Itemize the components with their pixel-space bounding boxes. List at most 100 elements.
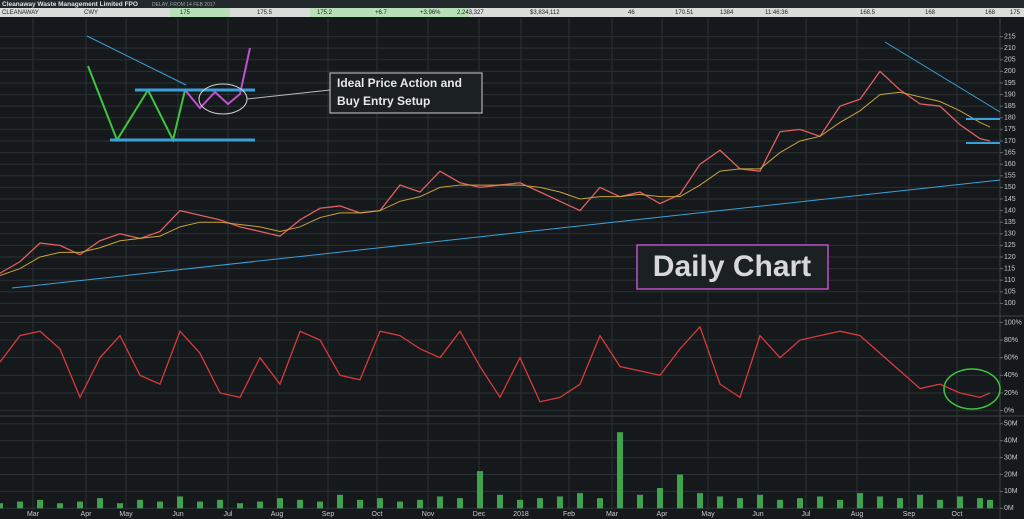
y-tick-label: 115 xyxy=(1004,265,1015,272)
plot: Mar Apr May Jun Jul Aug Sep Oct Nov Dec 2018 Feb Mar… xyxy=(0,18,1022,518)
volume-bar xyxy=(0,503,3,509)
volume-bar xyxy=(197,501,203,509)
x-tick-label: Jun xyxy=(172,511,183,518)
volume-bar xyxy=(217,499,223,509)
trendline xyxy=(11,179,1001,289)
y-tick-label: 20M xyxy=(1004,471,1018,478)
y-tick-label: 175 xyxy=(1004,126,1016,133)
volume-bar xyxy=(117,503,123,509)
volume-bar xyxy=(437,496,443,509)
x-tick-label: Apr xyxy=(81,511,93,518)
y-tick-label: 80% xyxy=(1004,337,1018,344)
x-tick-label: Feb xyxy=(563,511,575,518)
y-tick-label: 20% xyxy=(1004,390,1018,397)
volume-bar xyxy=(977,498,983,509)
quote-field: 168.5 xyxy=(860,10,876,16)
y-tick-label: 30M xyxy=(1004,454,1018,461)
quote-highlight xyxy=(310,8,470,17)
volume-bar xyxy=(417,499,423,509)
price-line xyxy=(0,325,991,403)
volume-bar xyxy=(577,493,583,509)
x-tick-label: Oct xyxy=(952,511,963,518)
y-tick-label: 10M xyxy=(1004,488,1018,495)
volume-bar xyxy=(987,499,993,509)
x-tick-label: Jul xyxy=(224,511,233,518)
y-tick-label: 40% xyxy=(1004,372,1018,379)
quote-bar xyxy=(0,8,1024,17)
title-bar xyxy=(0,0,1024,8)
volume-bar xyxy=(237,503,243,509)
y-tick-label: 100 xyxy=(1004,300,1016,307)
volume-bar xyxy=(797,498,803,509)
x-tick-label: Nov xyxy=(422,511,435,518)
quote-field: +3.96% xyxy=(420,10,441,16)
quote-field: 168 xyxy=(925,10,936,16)
header-subtitle: DELAY, FROM 14 FEB 2017 xyxy=(152,2,216,8)
y-tick-label: 120 xyxy=(1004,254,1016,261)
quote-field: $3,834,112 xyxy=(530,10,560,16)
volume-bar xyxy=(497,494,503,509)
volume-bar xyxy=(677,474,683,509)
x-tick-label: Jul xyxy=(802,511,811,518)
volume-bar xyxy=(757,494,763,509)
label-text: Daily Chart xyxy=(653,250,811,283)
volume-bar xyxy=(877,496,883,509)
volume-bar xyxy=(177,496,183,509)
quote-field: 168 xyxy=(985,10,996,16)
y-tick-label: 0M xyxy=(1004,505,1014,512)
pattern-sketch xyxy=(184,47,251,110)
volume-bar xyxy=(77,501,83,509)
quote-row: CLEANAWAY CWY 175 175.5 175.2 +6.7 +3.96% 2,243… xyxy=(2,10,1021,16)
volume-bar xyxy=(57,503,63,509)
y-tick-label: 0% xyxy=(1004,407,1014,414)
volume-bar xyxy=(317,501,323,509)
volume-bar xyxy=(657,488,663,509)
y-tick-label: 180 xyxy=(1004,115,1016,122)
y-tick-label: 40M xyxy=(1004,438,1018,445)
trendline xyxy=(884,41,1001,113)
volume-bar xyxy=(737,498,743,509)
volume-bar xyxy=(97,498,103,509)
volume-bar xyxy=(517,499,523,509)
y-tick-label: 215 xyxy=(1004,33,1016,40)
y-tick-label: 195 xyxy=(1004,80,1016,87)
volume-bar xyxy=(277,498,283,509)
volume-bar xyxy=(817,496,823,509)
x-tick-label: Aug xyxy=(271,511,284,518)
volume-bar xyxy=(397,501,403,509)
y-tick-label: 150 xyxy=(1004,184,1016,191)
label-box xyxy=(636,244,829,290)
y-tick-label: 50M xyxy=(1004,421,1018,428)
volume-bar xyxy=(917,494,923,509)
volume-bar xyxy=(37,499,43,509)
volume-bar xyxy=(137,499,143,509)
quote-field: 175.2 xyxy=(317,10,333,16)
volume-bar xyxy=(157,501,163,509)
y-tick-label: 140 xyxy=(1004,207,1016,214)
y-tick-label: 130 xyxy=(1004,231,1016,238)
volume-bar xyxy=(557,496,563,509)
volume-bar xyxy=(257,501,263,509)
quote-field: 175.5 xyxy=(257,10,273,16)
volume-bar xyxy=(297,499,303,509)
y-tick-label: 205 xyxy=(1004,57,1016,64)
y-tick-label: 125 xyxy=(1004,242,1016,249)
y-tick-label: 190 xyxy=(1004,91,1016,98)
quote-field: 175 xyxy=(1010,10,1021,16)
x-tick-label: Aug xyxy=(851,511,864,518)
quote-field: 175 xyxy=(180,10,191,16)
callout-text: Ideal Price Action and xyxy=(337,76,462,90)
quote-field: CLEANAWAY xyxy=(2,10,39,16)
x-tick-label: May xyxy=(119,511,133,518)
callout-text: Buy Entry Setup xyxy=(337,94,430,108)
quote-field: +6.7 xyxy=(375,10,388,16)
y-tick-label: 210 xyxy=(1004,45,1016,52)
x-tick-label: Mar xyxy=(27,511,40,518)
x-tick-label: Sep xyxy=(903,511,916,518)
y-tick-label: 160 xyxy=(1004,161,1016,168)
y-tick-label: 110 xyxy=(1004,277,1015,284)
y-tick-label: 200 xyxy=(1004,68,1016,75)
volume-bar xyxy=(357,499,363,509)
